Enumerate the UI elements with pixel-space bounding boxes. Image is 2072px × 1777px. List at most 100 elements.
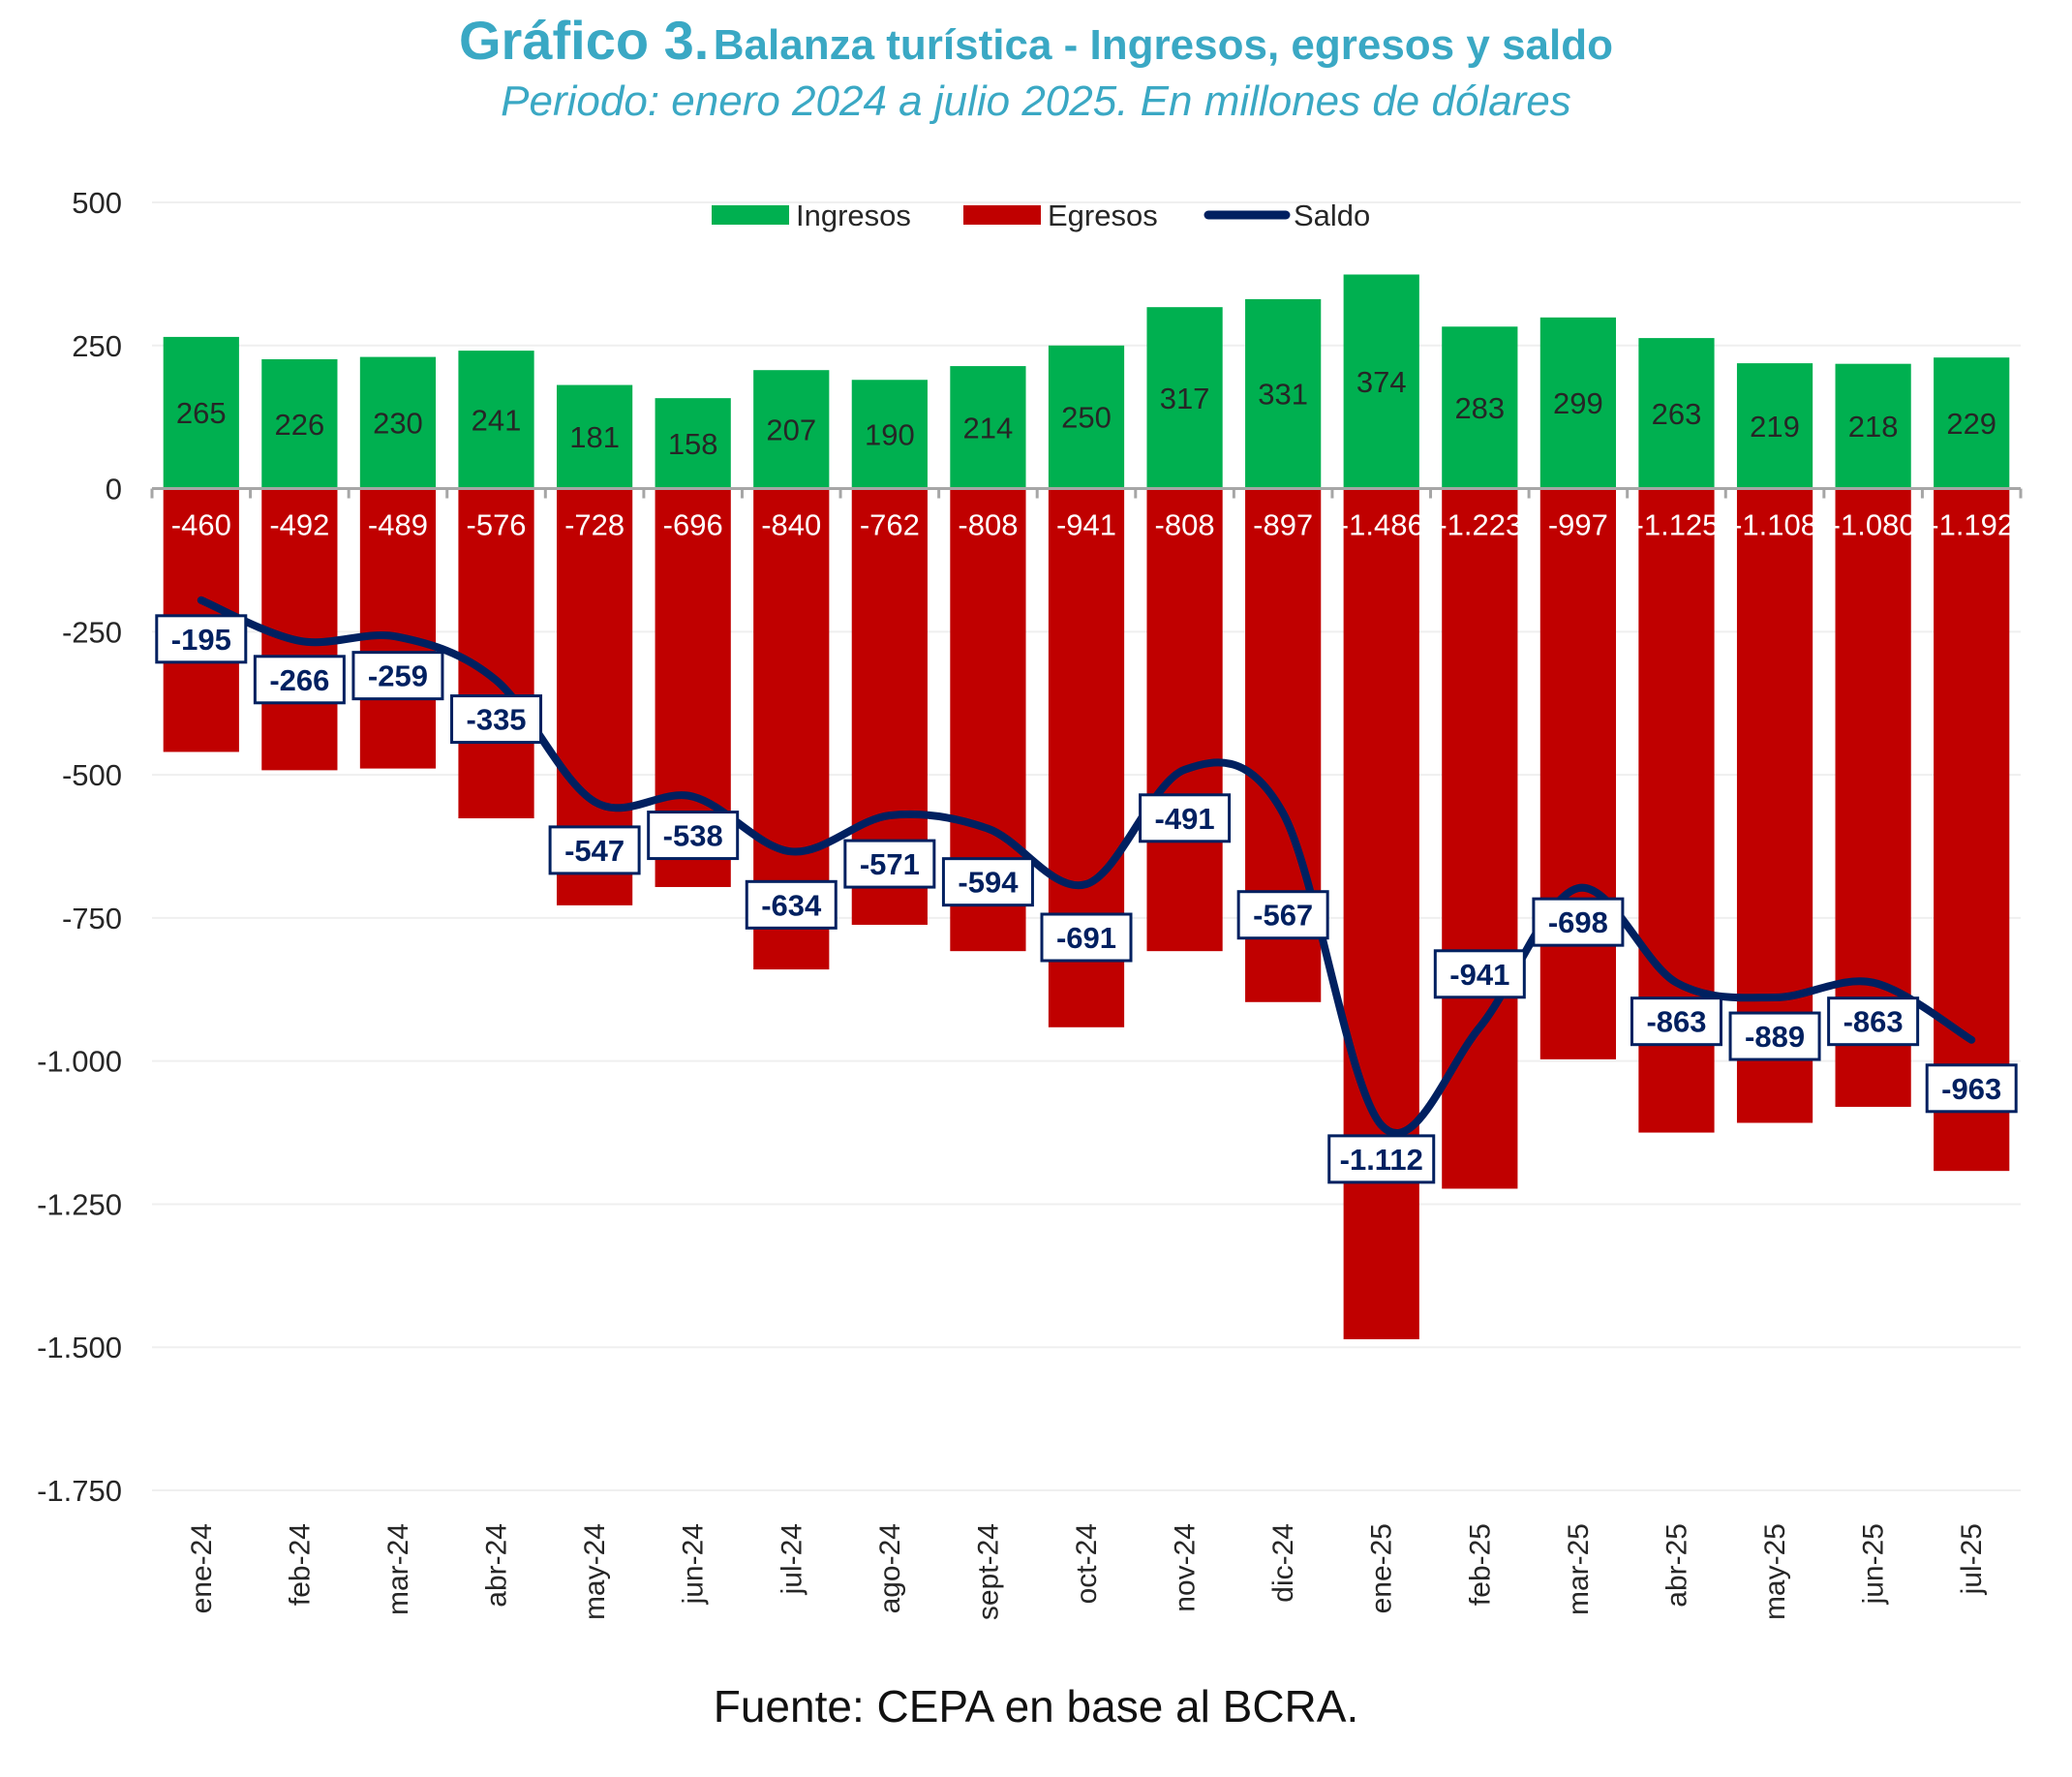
data-label-egresos: -1.080	[1831, 508, 1916, 542]
data-label-ingresos: 218	[1848, 410, 1899, 444]
saldo-label-box	[745, 879, 838, 930]
bar-ingresos	[261, 358, 338, 489]
bar-ingresos	[1048, 345, 1125, 489]
saldo-label-text: -491	[1155, 802, 1215, 836]
data-label-ingresos: 317	[1160, 382, 1210, 415]
bar-ingresos	[851, 380, 928, 489]
bar-egresos	[1442, 488, 1518, 1189]
x-axis	[150, 487, 2023, 499]
saldo-label-text: -634	[761, 888, 822, 922]
data-label-ingresos: 299	[1553, 386, 1603, 420]
chart-title-main: Balanza turística - Ingresos, egresos y …	[713, 21, 1613, 69]
saldo-label-box	[1040, 912, 1133, 963]
saldo-label-text: -691	[1056, 921, 1116, 955]
chart-title: Gráfico 3. Balanza turística - Ingresos,…	[0, 14, 2072, 68]
y-tick-label: 0	[106, 473, 122, 506]
bar-ingresos	[1245, 298, 1322, 489]
x-tick-label: feb-25	[1464, 1523, 1496, 1606]
saldo-data-label: -567	[1236, 890, 1329, 940]
data-label-ingresos: 229	[1946, 407, 1996, 441]
legend-swatch-ingresos	[712, 205, 789, 225]
y-tick-label: -1.750	[37, 1474, 122, 1508]
data-label-ingresos: 263	[1652, 397, 1702, 431]
bar-ingresos	[1835, 363, 1911, 489]
data-label-egresos: -1.108	[1732, 508, 1817, 542]
data-label-egresos: -941	[1056, 508, 1116, 542]
x-tick-label: may-24	[579, 1523, 611, 1620]
saldo-label-text: -963	[1941, 1072, 2001, 1106]
data-label-ingresos: 374	[1356, 365, 1407, 399]
chart-title-prefix: Gráfico 3.	[458, 10, 710, 71]
saldo-label-text: -863	[1646, 1005, 1706, 1039]
saldo-label-text: -538	[663, 819, 723, 853]
saldo-label-box	[450, 694, 543, 745]
data-label-egresos: -808	[958, 508, 1018, 542]
x-tick-label: oct-24	[1071, 1523, 1103, 1604]
data-label-egresos: -489	[368, 508, 428, 542]
data-label-egresos: -696	[663, 508, 723, 542]
data-label-ingresos: 265	[176, 396, 227, 430]
saldo-label-text: -266	[269, 663, 329, 697]
bar-ingresos	[163, 336, 239, 489]
x-tick-label: dic-24	[1267, 1523, 1299, 1603]
saldo-label-box	[1433, 949, 1526, 999]
saldo-label-text: -195	[171, 623, 231, 657]
saldo-label-box	[941, 857, 1034, 907]
x-tick-label: sept-24	[972, 1523, 1004, 1620]
bar-ingresos	[753, 370, 830, 489]
data-label-egresos: -728	[564, 508, 625, 542]
x-tick-label: nov-24	[1170, 1523, 1202, 1612]
saldo-label-text: -941	[1449, 958, 1509, 992]
saldo-label-text: -335	[467, 703, 527, 737]
data-label-ingresos: 226	[275, 408, 325, 442]
bar-ingresos	[1934, 357, 2010, 489]
bar-ingresos	[1442, 326, 1518, 489]
data-label-egresos: -576	[467, 508, 527, 542]
saldo-label-box	[155, 614, 248, 664]
saldo-label-text: -594	[958, 866, 1019, 900]
saldo-label-box	[1630, 996, 1722, 1047]
saldo-label-box	[1925, 1063, 2018, 1114]
x-tick-label: abr-25	[1661, 1523, 1692, 1608]
y-tick-label: -250	[62, 615, 122, 649]
bar-ingresos	[1638, 338, 1715, 489]
saldo-label-box	[351, 651, 444, 701]
saldo-data-label: -698	[1532, 897, 1625, 947]
data-label-ingresos: 181	[569, 420, 620, 454]
y-tick-label: -1.500	[37, 1331, 122, 1364]
saldo-label-box	[1236, 890, 1329, 940]
data-label-ingresos: 331	[1258, 378, 1308, 412]
data-label-egresos: -1.192	[1929, 508, 2014, 542]
bar-egresos	[1146, 488, 1223, 952]
data-label-egresos: -1.223	[1437, 508, 1522, 542]
bar-data-labels: 265 -460 226 -492 230 -489 241 -576 181 -728 158 -6…	[171, 365, 2014, 542]
legend-label-egresos: Egresos	[1048, 199, 1158, 232]
saldo-label-box	[1139, 793, 1232, 843]
x-tick-label: jun-24	[678, 1523, 710, 1605]
y-tick-label: 500	[72, 186, 122, 220]
saldo-label-text: -1.112	[1340, 1143, 1423, 1177]
saldo-label-box	[1327, 1134, 1436, 1184]
chart-subtitle: Periodo: enero 2024 a julio 2025. En mil…	[501, 77, 1571, 125]
saldo-data-label: -889	[1728, 1011, 1821, 1061]
saldo-data-label: -963	[1925, 1063, 2018, 1114]
saldo-data-label: -259	[351, 651, 444, 701]
bar-ingresos	[1343, 274, 1419, 489]
y-tick-label: -750	[62, 902, 122, 935]
y-axis-tick-labels: 500 250 0 -250 -500 -750 -1.000 -1.250 -1.500 -1.…	[37, 186, 122, 1508]
saldo-data-label: -195	[155, 614, 248, 664]
bars	[163, 274, 2010, 1339]
data-label-egresos: -840	[761, 508, 821, 542]
data-label-ingresos: 250	[1061, 401, 1112, 435]
bar-egresos	[1343, 488, 1419, 1339]
data-label-egresos: -997	[1548, 508, 1608, 542]
legend-label-ingresos: Ingresos	[796, 199, 911, 232]
saldo-label-text: -571	[860, 847, 920, 881]
data-label-egresos: -1.486	[1339, 508, 1424, 542]
saldo-data-label: -634	[745, 879, 838, 930]
x-tick-label: ago-24	[874, 1523, 906, 1613]
saldo-label-text: -698	[1548, 905, 1608, 939]
saldo-label-box	[548, 825, 641, 875]
saldo-label-text: -259	[368, 659, 428, 693]
data-label-ingresos: 190	[865, 417, 915, 451]
